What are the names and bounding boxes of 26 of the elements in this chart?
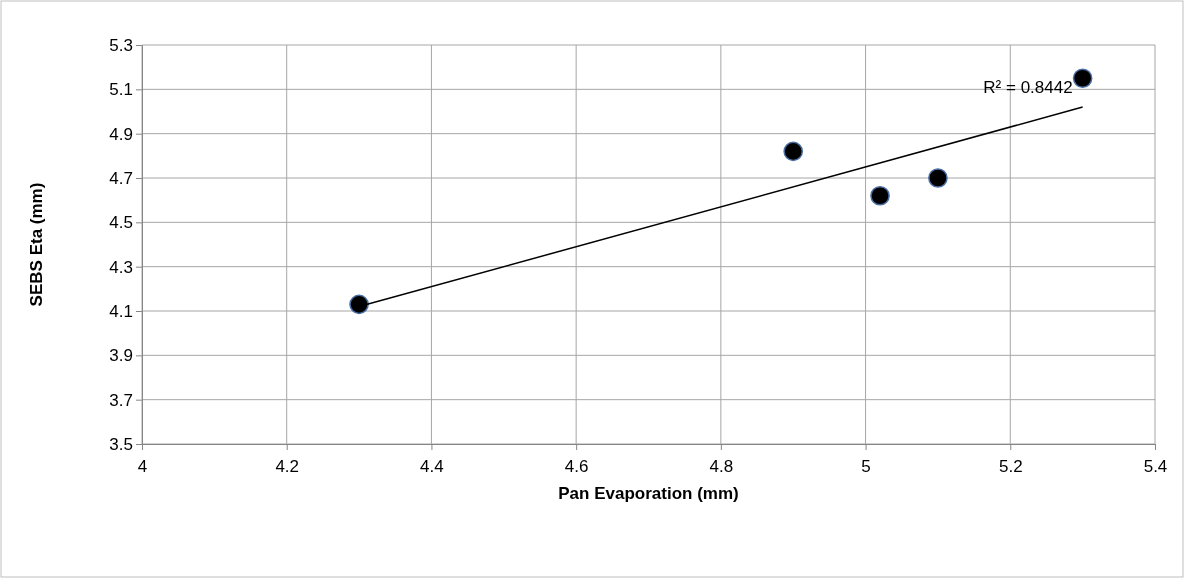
x-tick-label: 4.8 — [709, 456, 734, 476]
x-tick-label: 4.4 — [420, 456, 444, 476]
y-tick-label: 3.7 — [109, 390, 133, 410]
y-tick-label: 4.7 — [109, 168, 133, 188]
point — [928, 168, 948, 188]
y-tick-label: 5.3 — [109, 35, 133, 55]
x-tick-label: 4 — [137, 456, 148, 476]
x-tick-label: 5 — [861, 456, 871, 476]
x-tick-label: 5.2 — [998, 456, 1023, 476]
y-tick-label: 4.1 — [109, 301, 133, 321]
point — [870, 185, 890, 206]
x-tick-label: 4.6 — [564, 456, 589, 476]
x-tick-label: 5.4 — [1143, 456, 1168, 476]
point — [349, 294, 369, 315]
y-axis-title: SEBS Eta (mm) — [27, 182, 46, 307]
point — [783, 141, 804, 162]
y-tick-label: 3.9 — [109, 346, 133, 366]
y-tick-label: 4.5 — [109, 213, 133, 233]
annotation: R² = 0.8442 — [983, 78, 1073, 98]
x-axis-title: Pan Evaporation (mm) — [558, 484, 739, 503]
y-tick-label: 5.1 — [109, 80, 133, 100]
y-tick-label: 3.5 — [109, 434, 133, 454]
point — [1072, 68, 1093, 89]
x-tick-label: 4.2 — [275, 456, 300, 476]
y-tick-label: 4.9 — [109, 124, 133, 144]
y-tick-label: 4.3 — [109, 257, 133, 277]
